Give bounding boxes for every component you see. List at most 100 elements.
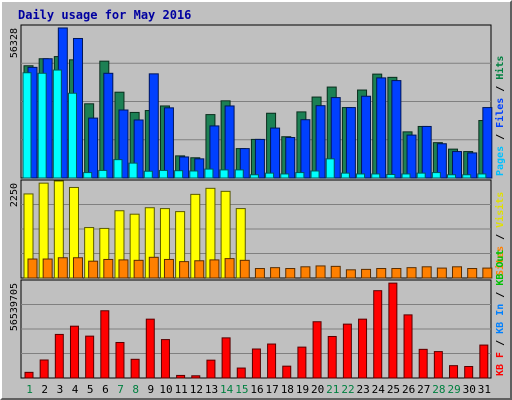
bar-pages-day-13 (204, 168, 214, 179)
bar-kb-f-day-15 (236, 367, 246, 379)
bar-sites-day-3 (57, 257, 68, 279)
x-tick-label: 19 (296, 383, 309, 396)
top-series-files (27, 27, 493, 179)
bottom-axis-label: KB F / KB In / KB Out (495, 250, 506, 376)
bar-sites-day-16 (254, 268, 265, 279)
x-tick-label: 15 (235, 383, 248, 396)
bar-pages-day-4 (67, 92, 77, 179)
bar-sites-day-12 (194, 260, 205, 279)
bar-kb-f-day-23 (358, 318, 368, 379)
bar-pages-day-2 (37, 72, 47, 179)
bar-kb-f-day-11 (176, 374, 186, 379)
x-tick-label: 12 (190, 383, 203, 396)
top-axis-label: Pages / Files / Hits (494, 56, 506, 176)
bar-pages-day-31 (477, 173, 487, 179)
bar-sites-day-24 (376, 268, 387, 279)
x-tick-label: 4 (72, 383, 79, 396)
x-tick-label: 25 (387, 383, 400, 396)
bar-sites-day-31 (482, 267, 493, 279)
bar-kb-f-day-4 (69, 325, 79, 379)
bar-kb-f-day-14 (221, 337, 231, 379)
x-tick-label: 26 (402, 383, 415, 396)
bar-pages-day-8 (128, 162, 138, 179)
bar-pages-day-6 (98, 169, 108, 179)
bar-kb-f-day-7 (115, 341, 125, 379)
middle-series-sites (27, 256, 493, 279)
bar-kb-f-day-9 (145, 318, 155, 379)
bar-sites-day-15 (239, 259, 250, 279)
bar-kb-f-day-24 (373, 290, 383, 379)
x-tick-label: 31 (478, 383, 491, 396)
bar-kb-f-day-20 (312, 321, 322, 379)
bar-kb-f-day-26 (403, 314, 413, 379)
bar-files-day-7 (118, 109, 129, 179)
bar-files-day-28 (436, 143, 447, 179)
top-max-label: 56328 (9, 28, 20, 58)
bar-kb-f-day-27 (418, 348, 428, 379)
bottom-panel: 56539705 KB F / KB In / KB Out (9, 250, 506, 379)
x-tick-label: 14 (220, 383, 234, 396)
bar-pages-day-17 (265, 172, 275, 179)
bar-pages-day-23 (356, 173, 366, 179)
bar-sites-day-14 (224, 258, 235, 279)
bar-sites-day-9 (148, 256, 159, 279)
bar-sites-day-21 (330, 265, 341, 279)
bar-pages-day-29 (447, 174, 457, 179)
bar-files-day-5 (88, 117, 99, 179)
axis-label-separator: / (495, 286, 506, 304)
bar-kb-f-day-29 (449, 365, 459, 379)
bar-files-day-16 (254, 138, 265, 179)
bar-sites-day-6 (103, 258, 114, 279)
bar-pages-day-30 (462, 174, 472, 179)
bar-files-day-11 (179, 156, 190, 179)
x-tick-label: 7 (117, 383, 124, 396)
bar-pages-day-24 (371, 173, 381, 179)
bar-sites-day-11 (179, 261, 190, 279)
bar-kb-f-day-19 (297, 346, 307, 379)
bar-pages-day-21 (325, 158, 335, 179)
axis-label-kb-f: KB F (495, 352, 506, 376)
chart-title: Daily usage for May 2016 (18, 8, 191, 22)
bar-files-day-17 (270, 127, 281, 179)
bar-sites-day-18 (285, 268, 296, 279)
bar-files-day-9 (148, 73, 159, 179)
bar-files-day-18 (285, 137, 296, 179)
bar-pages-day-16 (249, 174, 259, 179)
bar-pages-day-1 (22, 72, 32, 179)
bar-files-day-29 (452, 151, 463, 179)
axis-label-pages: Pages (495, 146, 506, 176)
bar-kb-f-day-2 (39, 359, 49, 379)
bar-kb-f-day-21 (327, 335, 337, 379)
bar-sites-day-1 (27, 258, 38, 279)
bar-pages-day-26 (401, 173, 411, 179)
bar-kb-f-day-18 (282, 365, 292, 379)
top-panel: 56328 Pages / Files / Hits (9, 24, 506, 179)
x-tick-label: 27 (417, 383, 430, 396)
x-tick-label: 22 (341, 383, 354, 396)
x-tick-label: 24 (372, 383, 386, 396)
bar-kb-f-day-16 (251, 348, 261, 379)
bar-kb-f-day-25 (388, 282, 398, 379)
x-tick-label: 6 (102, 383, 109, 396)
bar-sites-day-13 (209, 259, 220, 279)
bar-pages-day-11 (174, 170, 184, 179)
bar-files-day-14 (224, 105, 235, 179)
bar-files-day-13 (209, 125, 220, 179)
bar-pages-day-27 (416, 172, 426, 179)
bar-files-day-31 (482, 107, 493, 179)
x-tick-label: 1 (26, 383, 33, 396)
bar-sites-day-29 (452, 266, 463, 279)
bar-kb-f-day-13 (206, 359, 216, 379)
bar-files-day-20 (315, 105, 326, 179)
bar-sites-day-27 (421, 266, 432, 279)
axis-label-separator: / (495, 80, 506, 98)
bar-kb-f-day-10 (160, 339, 170, 379)
x-tick-label: 30 (463, 383, 476, 396)
axis-label-hits: Hits (494, 56, 506, 80)
x-tick-label: 8 (132, 383, 139, 396)
bar-files-day-10 (163, 107, 174, 179)
bar-files-day-22 (345, 107, 356, 179)
bar-pages-day-3 (52, 69, 62, 179)
bar-sites-day-10 (163, 258, 174, 279)
top-series-pages (22, 69, 487, 179)
